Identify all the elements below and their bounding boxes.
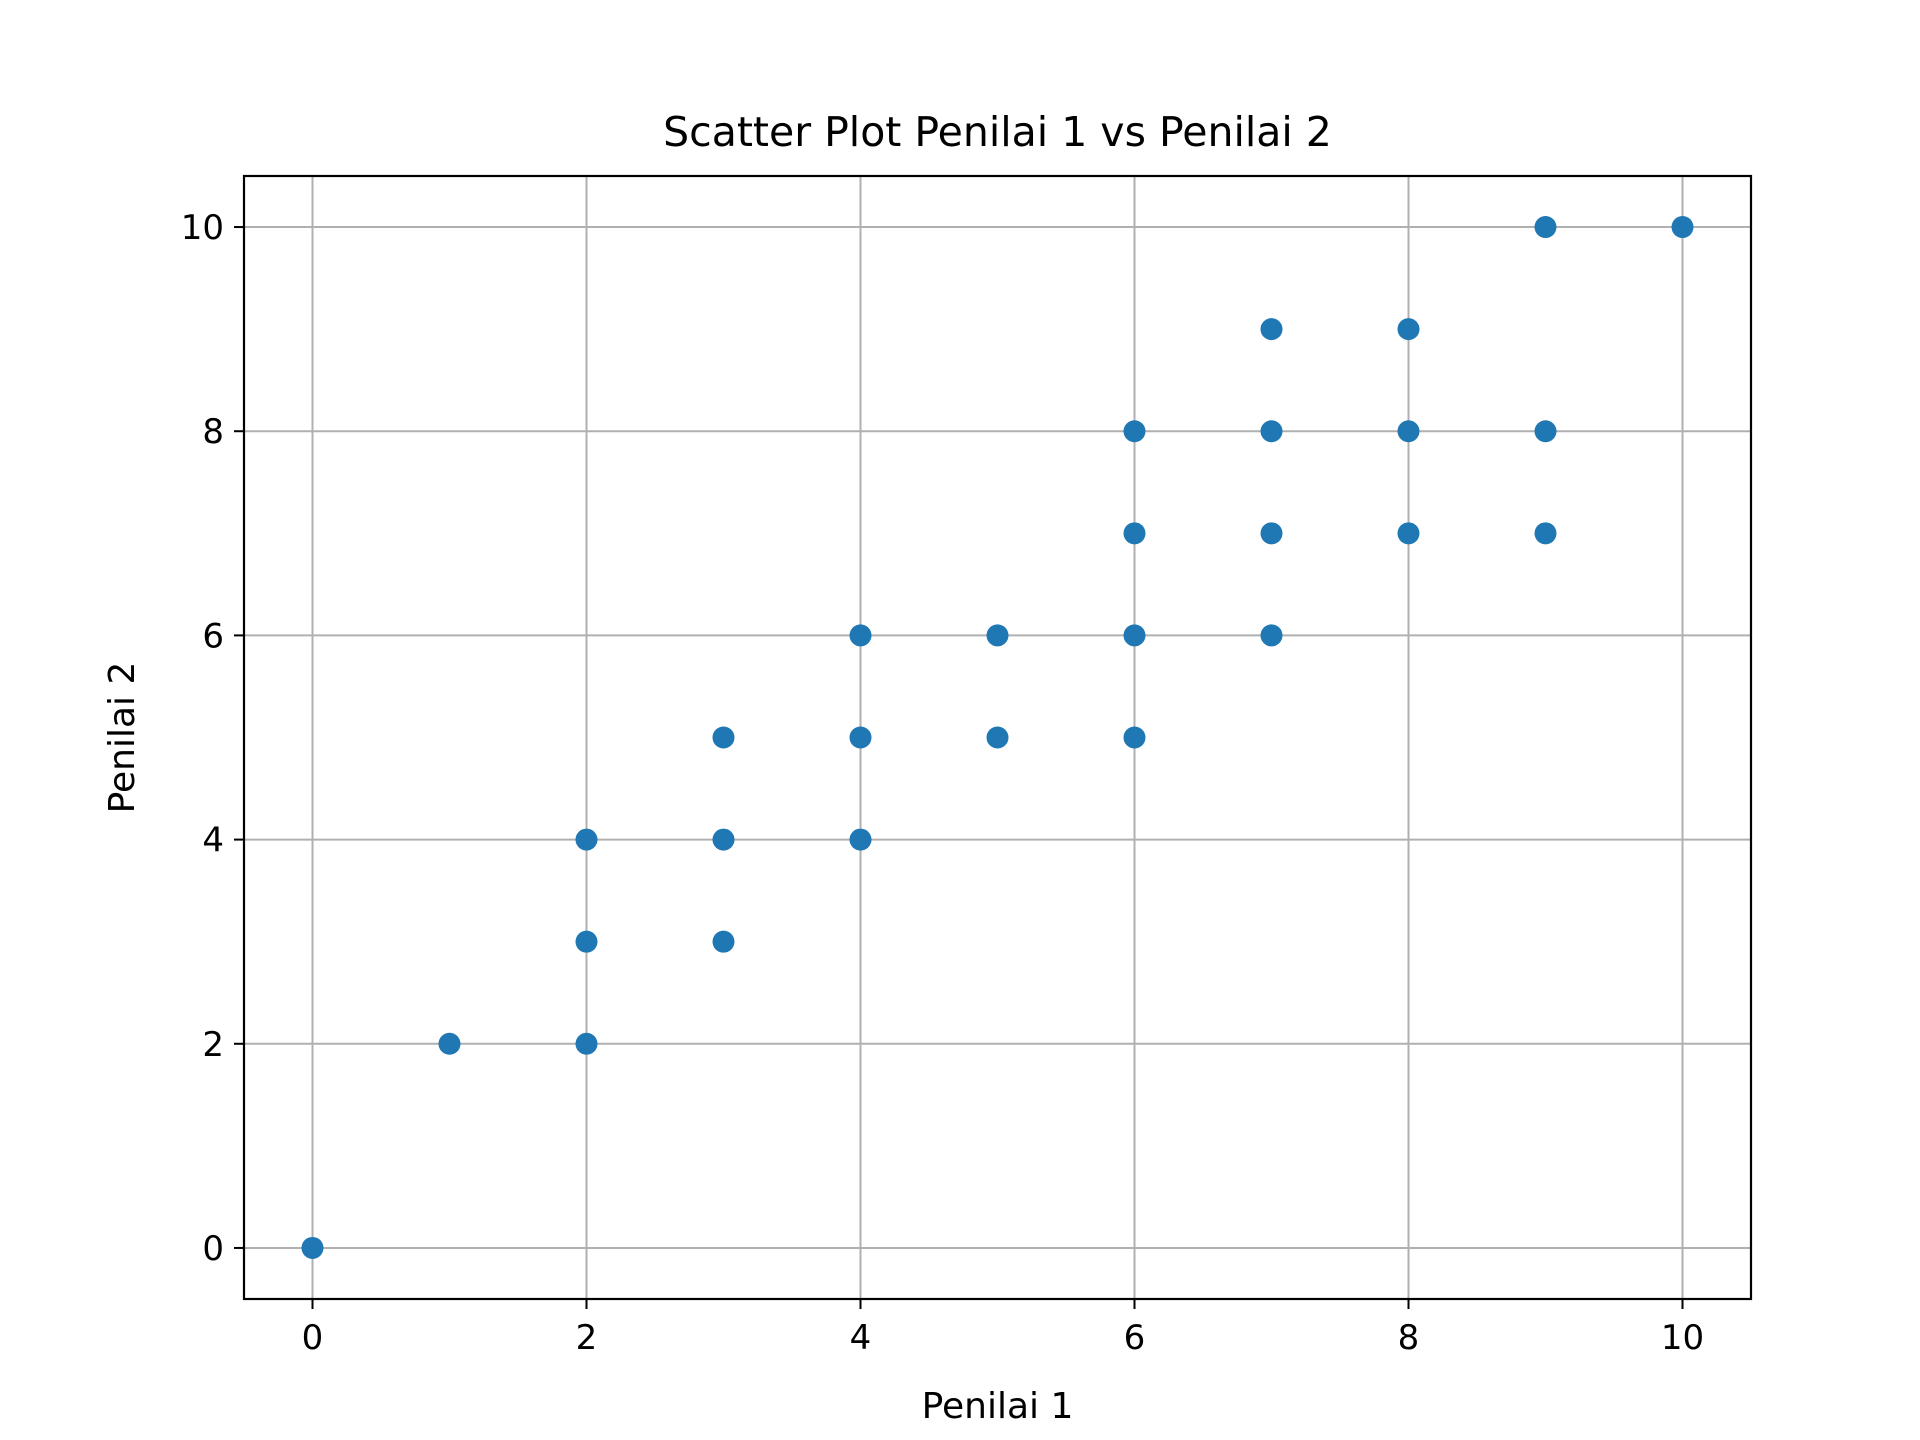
data-point: [1534, 522, 1557, 545]
y-tick-label: 6: [202, 616, 224, 656]
data-point: [1534, 420, 1557, 443]
data-point: [1260, 318, 1283, 341]
x-tick-label: 6: [1124, 1318, 1146, 1358]
data-point: [1397, 318, 1420, 341]
data-point: [1397, 420, 1420, 443]
data-point: [849, 624, 872, 647]
data-point: [712, 726, 735, 749]
grid-lines: [244, 176, 1751, 1299]
data-point: [986, 624, 1009, 647]
chart-title: Scatter Plot Penilai 1 vs Penilai 2: [663, 108, 1332, 156]
data-point: [575, 828, 598, 851]
data-point: [1123, 624, 1146, 647]
x-tick-label: 4: [850, 1318, 872, 1358]
plot-frame: [242, 174, 1753, 1301]
y-tick-label: 0: [202, 1229, 224, 1269]
data-point: [1260, 624, 1283, 647]
x-tick-label: 10: [1661, 1318, 1704, 1358]
y-tick-label: 4: [202, 821, 224, 861]
data-point: [849, 828, 872, 851]
y-axis-ticks: 0 2 4 6 8 10: [181, 208, 244, 1269]
data-point: [1671, 216, 1694, 239]
data-point: [712, 930, 735, 953]
y-tick-label: 2: [202, 1025, 224, 1065]
x-tick-label: 2: [576, 1318, 598, 1358]
y-tick-label: 8: [202, 412, 224, 452]
x-tick-label: 8: [1398, 1318, 1420, 1358]
data-point: [1123, 420, 1146, 443]
y-tick-label: 10: [181, 208, 224, 248]
data-point: [438, 1032, 461, 1055]
data-point: [301, 1236, 324, 1259]
data-point: [712, 828, 735, 851]
data-point: [1123, 522, 1146, 545]
data-point: [986, 726, 1009, 749]
data-point: [1260, 522, 1283, 545]
x-axis-ticks: 0 2 4 6 8 10: [302, 1299, 1704, 1358]
data-points: [301, 216, 1694, 1259]
data-point: [1534, 216, 1557, 239]
x-tick-label: 0: [302, 1318, 324, 1358]
data-point: [1397, 522, 1420, 545]
data-point: [1260, 420, 1283, 443]
data-point: [1123, 726, 1146, 749]
data-point: [575, 930, 598, 953]
y-axis-label: Penilai 2: [102, 662, 143, 814]
data-point: [575, 1032, 598, 1055]
x-axis-label: Penilai 1: [922, 1386, 1074, 1427]
data-point: [849, 726, 872, 749]
